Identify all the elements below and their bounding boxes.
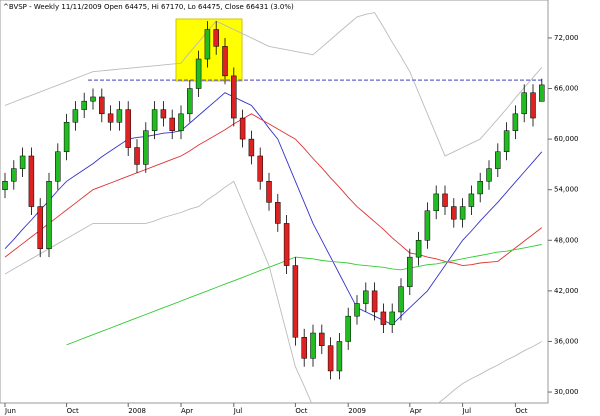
plot-layer [2, 12, 545, 403]
y-tick-label: 42,000 [554, 287, 579, 295]
candle-body [37, 206, 43, 249]
x-tick-label: Oct [67, 407, 79, 415]
y-tick-label: 54,000 [554, 186, 579, 194]
candle-body [151, 109, 158, 131]
candle-body [160, 109, 167, 119]
candle-body [371, 290, 378, 313]
x-tick-label: Oct [515, 407, 527, 415]
candle-body [424, 210, 431, 241]
candle-body [398, 286, 404, 313]
candle-body [283, 223, 290, 266]
candle-body [222, 46, 228, 77]
candle-body [2, 181, 8, 190]
candle-body [415, 240, 422, 258]
candle-body [125, 109, 131, 148]
candle-body [90, 96, 96, 102]
candle-body [28, 155, 35, 207]
candle-body [363, 290, 369, 304]
candle-body [257, 155, 263, 182]
candle-body [503, 130, 510, 153]
y-tick-label: 60,000 [554, 135, 579, 143]
candle-body [116, 109, 123, 123]
candle-body [459, 206, 466, 220]
candle-body [433, 193, 439, 212]
x-tick-label: Oct [295, 407, 307, 415]
candle-body [248, 138, 255, 157]
candle-body [107, 113, 114, 123]
candle-body [72, 109, 79, 123]
y-tick-label: 48,000 [554, 236, 579, 244]
candle-body [275, 202, 281, 224]
candle-body [178, 113, 184, 131]
candle-body [204, 29, 211, 60]
indicator-line [4, 180, 543, 403]
x-tick-label: 2008 [128, 407, 146, 415]
candle-body [99, 96, 105, 115]
candle-body [486, 168, 492, 182]
candle-body [46, 181, 52, 249]
candle-body [266, 181, 272, 203]
candle-body [63, 121, 70, 153]
candle-body [187, 88, 193, 115]
candle-body [451, 206, 457, 220]
candle-body [354, 303, 360, 317]
x-tick-label: Apr [410, 407, 422, 415]
candle-body [143, 130, 149, 165]
chart-title: ^BVSP - Weekly 11/11/2009 Open 64475, Hi… [3, 3, 294, 11]
candle-body [239, 117, 246, 140]
y-tick-label: 66,000 [554, 85, 579, 93]
candle-body [19, 155, 26, 169]
indicator-line [66, 244, 542, 346]
candle-body [521, 92, 527, 115]
candle-body [213, 29, 219, 47]
candle-body [292, 265, 299, 338]
candle-body [530, 92, 536, 119]
x-tick-label: 2009 [348, 407, 366, 415]
x-tick-label: Jun [4, 407, 16, 415]
candle-body [380, 311, 387, 325]
y-tick-label: 72,000 [554, 34, 579, 42]
y-tick-label: 30,000 [554, 388, 579, 396]
candle-body [81, 100, 87, 110]
candle-body [301, 336, 307, 359]
candle-body [195, 58, 202, 89]
y-tick-label: 36,000 [554, 337, 579, 345]
candle-body [11, 168, 17, 182]
candle-body [407, 256, 413, 287]
candle-body [336, 341, 343, 372]
candle-body [310, 332, 316, 359]
candle-body [389, 311, 395, 325]
indicator-line [4, 12, 543, 157]
candle-body [327, 345, 334, 372]
plot-area [0, 0, 549, 404]
candle-body [345, 315, 351, 342]
candle-body [468, 193, 475, 207]
candle-body [512, 113, 519, 131]
candle-body [231, 75, 237, 119]
candle-body [169, 117, 175, 131]
indicator-line [4, 92, 543, 326]
x-tick-label: Jul [233, 407, 243, 415]
candle-body [55, 151, 61, 182]
x-tick-label: Jul [462, 407, 472, 415]
candle-body [539, 84, 545, 102]
x-tick-label: Apr [181, 407, 193, 415]
indicator-line [4, 113, 543, 267]
candle-body [495, 151, 501, 169]
candle-body [442, 193, 448, 207]
candle-body [319, 332, 325, 346]
candle-body [134, 147, 140, 165]
candle-body [477, 181, 483, 195]
